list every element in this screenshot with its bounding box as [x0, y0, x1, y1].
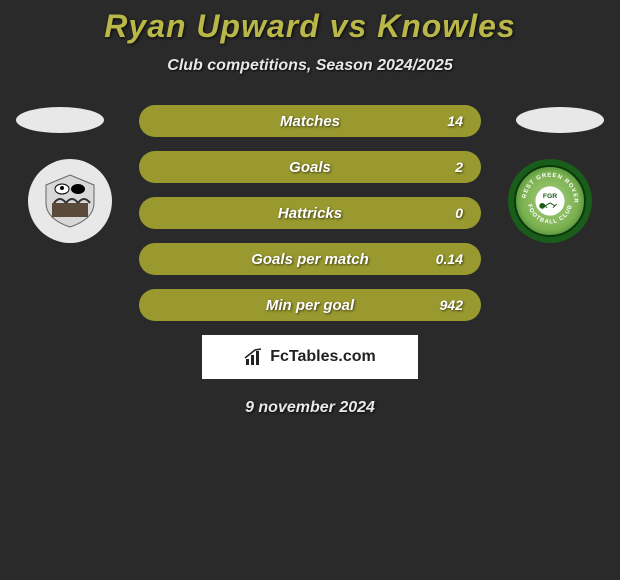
- main-area: FOREST GREEN ROVERS FOOTBALL CLUB FGR Ma…: [0, 105, 620, 417]
- club-badge-right: FOREST GREEN ROVERS FOOTBALL CLUB FGR: [508, 159, 592, 243]
- stat-label: Matches: [280, 113, 340, 130]
- stat-value: 14: [447, 113, 463, 129]
- stats-list: Matches 14 Goals 2 Hattricks 0 Goals per…: [139, 105, 481, 321]
- club-crest-right-icon: FOREST GREEN ROVERS FOOTBALL CLUB FGR: [516, 166, 584, 236]
- stat-bar-matches: Matches 14: [139, 105, 481, 137]
- club-badge-left-inner: [34, 165, 106, 237]
- stat-value: 0.14: [436, 251, 463, 267]
- stat-label: Goals per match: [251, 251, 369, 268]
- stat-bar-min-per-goal: Min per goal 942: [139, 289, 481, 321]
- stat-value: 942: [440, 297, 463, 313]
- date-label: 9 november 2024: [0, 399, 620, 417]
- widget-container: Ryan Upward vs Knowles Club competitions…: [0, 0, 620, 417]
- page-title: Ryan Upward vs Knowles: [0, 8, 620, 45]
- club-badge-right-inner: FOREST GREEN ROVERS FOOTBALL CLUB FGR: [514, 165, 586, 237]
- source-logo[interactable]: FcTables.com: [202, 335, 418, 379]
- source-logo-text: FcTables.com: [270, 348, 376, 366]
- svg-text:FGR: FGR: [543, 193, 557, 200]
- stat-label: Min per goal: [266, 297, 354, 314]
- player-photo-left: [16, 107, 104, 133]
- bar-chart-icon: [244, 347, 264, 367]
- subtitle: Club competitions, Season 2024/2025: [0, 57, 620, 75]
- stat-value: 0: [455, 205, 463, 221]
- stat-label: Goals: [289, 159, 331, 176]
- stat-bar-hattricks: Hattricks 0: [139, 197, 481, 229]
- player-photo-right: [516, 107, 604, 133]
- stat-value: 2: [455, 159, 463, 175]
- stat-bar-goals-per-match: Goals per match 0.14: [139, 243, 481, 275]
- club-badge-left: [28, 159, 112, 243]
- stat-label: Hattricks: [278, 205, 342, 222]
- stat-bar-goals: Goals 2: [139, 151, 481, 183]
- club-crest-left-icon: [40, 171, 100, 231]
